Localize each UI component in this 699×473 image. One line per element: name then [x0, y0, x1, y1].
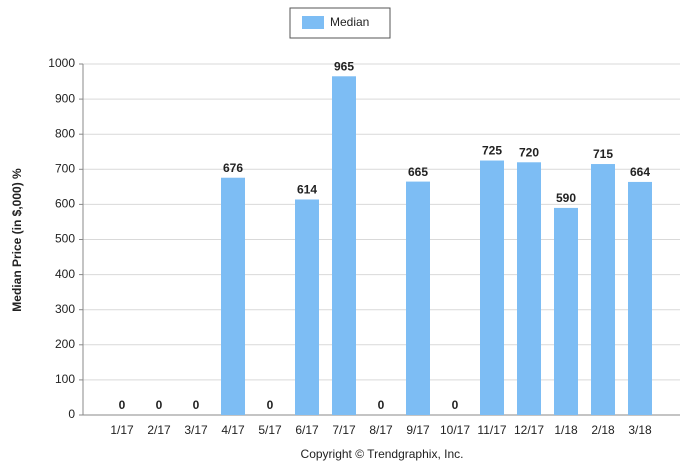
x-tick-label: 1/17: [110, 423, 134, 437]
bar: [295, 199, 319, 415]
bar: [517, 162, 541, 415]
value-label: 0: [267, 398, 274, 412]
y-tick-label: 100: [55, 372, 75, 386]
value-label: 676: [223, 161, 243, 175]
value-label: 715: [593, 147, 613, 161]
y-tick-label: 800: [55, 126, 75, 140]
copyright: Copyright © Trendgraphix, Inc.: [301, 447, 464, 461]
value-label: 664: [630, 165, 650, 179]
y-axis-title: Median Price (in $,000) %: [10, 168, 24, 312]
x-tick-label: 5/17: [258, 423, 282, 437]
x-tick-label: 8/17: [369, 423, 393, 437]
value-label: 0: [378, 398, 385, 412]
x-tick-label: 2/18: [591, 423, 615, 437]
x-tick-label: 12/17: [514, 423, 544, 437]
bar: [332, 76, 356, 415]
legend-swatch: [302, 16, 324, 29]
value-label: 0: [452, 398, 459, 412]
y-tick-label: 400: [55, 267, 75, 281]
bar: [221, 177, 245, 415]
x-tick-label: 9/17: [406, 423, 430, 437]
bar: [554, 207, 578, 415]
x-tick-label: 10/17: [440, 423, 470, 437]
value-label: 665: [408, 165, 428, 179]
y-tick-label: 300: [55, 302, 75, 316]
y-tick-label: 1000: [48, 56, 75, 70]
value-label: 725: [482, 144, 502, 158]
x-tick-label: 4/17: [221, 423, 245, 437]
y-tick-label: 900: [55, 91, 75, 105]
value-label: 614: [297, 183, 317, 197]
x-tick-label: 11/17: [477, 423, 506, 437]
bar: [480, 160, 504, 415]
y-tick-label: 600: [55, 197, 75, 211]
value-label: 0: [119, 398, 126, 412]
value-label: 0: [156, 398, 163, 412]
value-label: 965: [334, 59, 354, 73]
y-tick-label: 0: [68, 407, 75, 421]
x-tick-label: 6/17: [295, 423, 319, 437]
x-tick-label: 1/18: [554, 423, 578, 437]
x-tick-label: 3/17: [184, 423, 208, 437]
value-label: 0: [193, 398, 200, 412]
x-tick-label: 3/18: [628, 423, 652, 437]
bar: [628, 181, 652, 415]
value-label: 720: [519, 145, 539, 159]
x-tick-label: 7/17: [332, 423, 356, 437]
legend-label: Median: [330, 15, 369, 29]
bar: [406, 181, 430, 415]
y-tick-label: 200: [55, 337, 75, 351]
y-tick-label: 500: [55, 232, 75, 246]
x-tick-label: 2/17: [147, 423, 171, 437]
bar: [591, 164, 615, 415]
y-tick-label: 700: [55, 161, 75, 175]
value-label: 590: [556, 191, 576, 205]
